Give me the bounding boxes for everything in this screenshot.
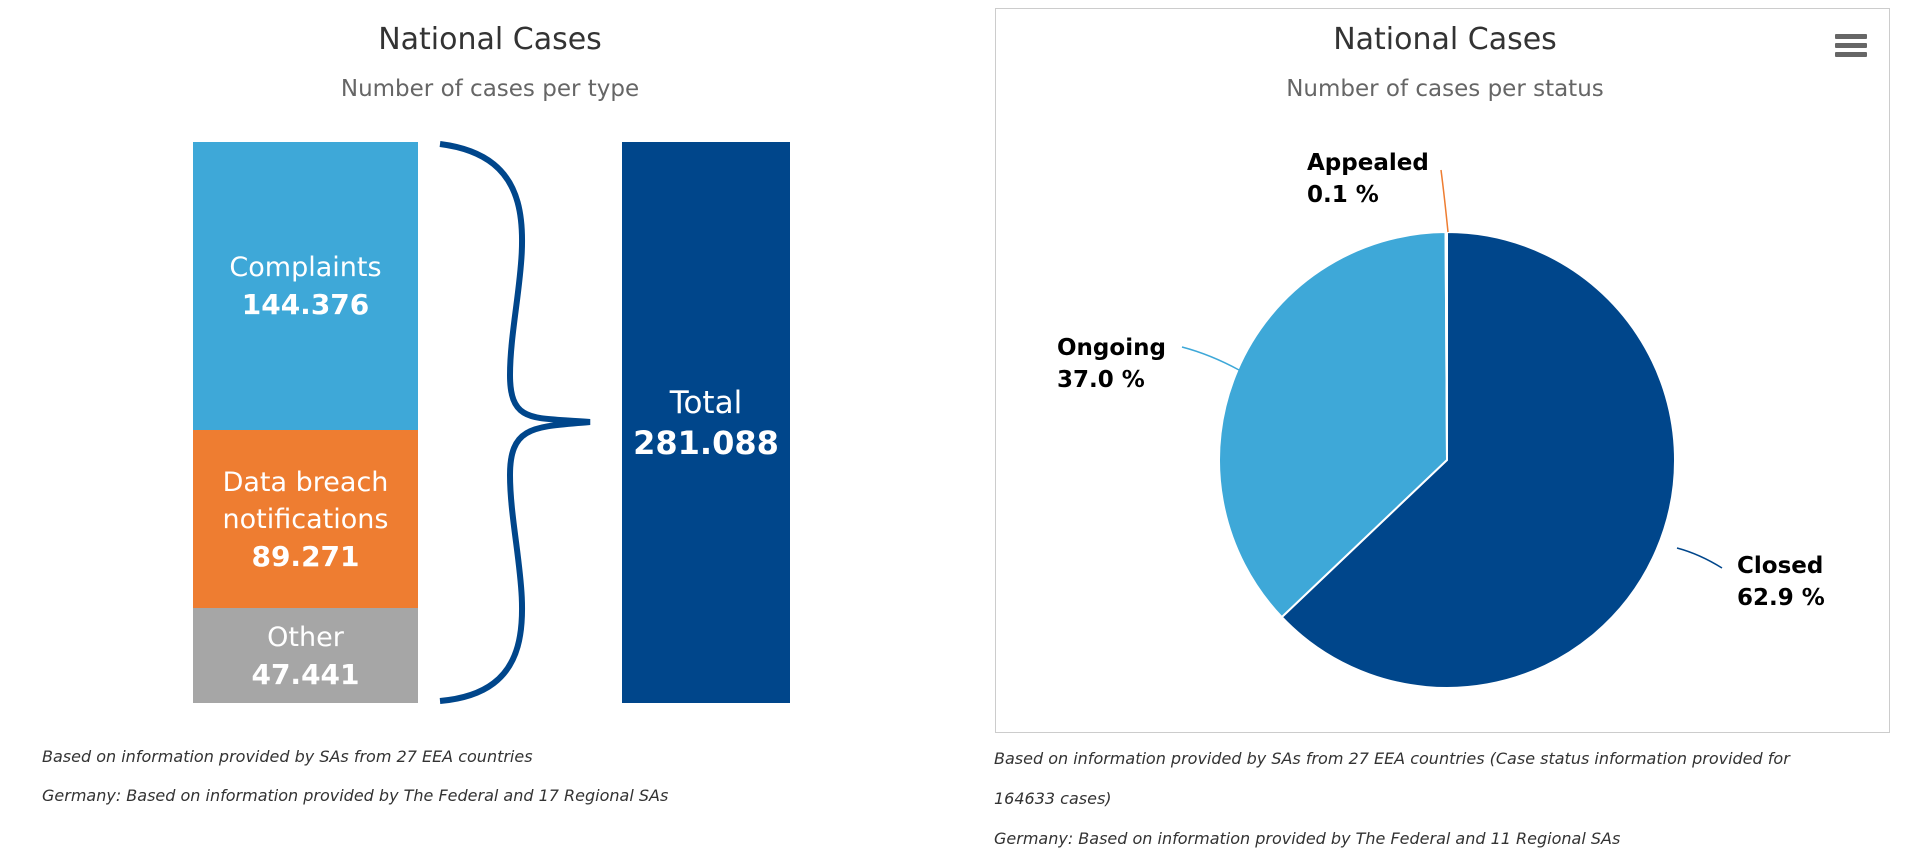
- total-label: Total: [669, 384, 743, 421]
- right-chart-title: National Cases: [1333, 22, 1557, 57]
- data-breach-block: Data breach notifications 89.271: [193, 430, 418, 608]
- pie-value-closed: 62.9 %: [1737, 585, 1825, 611]
- curly-brace: [439, 141, 591, 704]
- complaints-label: Complaints: [229, 252, 382, 283]
- cases-per-type-chart: National Cases Number of cases per type …: [42, 22, 790, 805]
- pie-slice-appealed[interactable]: [1444, 230, 1448, 461]
- complaints-block: Complaints 144.376: [193, 142, 418, 430]
- pie-label-closed: Closed: [1737, 553, 1823, 579]
- other-block: Other 47.441: [193, 608, 418, 703]
- connector-closed: [1676, 547, 1723, 569]
- left-note-2: Germany: Based on information provided b…: [42, 786, 669, 805]
- connector-appealed: [1440, 169, 1449, 233]
- hamburger-menu-icon[interactable]: [1835, 34, 1867, 64]
- other-value: 47.441: [251, 657, 360, 691]
- other-label: Other: [267, 621, 344, 653]
- pie-value-ongoing: 37.0 %: [1057, 367, 1145, 393]
- status-pie-chart: Closed 62.9 % Ongoing 37.0 % Appealed 0.1 %: [1057, 150, 1825, 689]
- right-note-2: 164633 cases): [994, 789, 1112, 808]
- right-chart-subtitle: Number of cases per status: [1286, 76, 1604, 102]
- pie-label-appealed: Appealed: [1307, 150, 1429, 176]
- left-note-1: Based on information provided by SAs fro…: [42, 747, 533, 766]
- total-value: 281.088: [633, 423, 779, 462]
- right-note-3: Germany: Based on information provided b…: [994, 829, 1621, 848]
- pie-value-appealed: 0.1 %: [1307, 182, 1379, 208]
- complaints-value: 144.376: [241, 288, 370, 321]
- left-chart-title: National Cases: [378, 22, 602, 57]
- total-block: Total 281.088: [622, 142, 790, 703]
- data-breach-label: Data breach notifications: [222, 466, 389, 535]
- pie-slice-ongoing[interactable]: [1218, 230, 1449, 619]
- connector-ongoing: [1181, 346, 1240, 371]
- cases-per-status-chart-frame: [995, 8, 1890, 733]
- right-note-1: Based on information provided by SAs fro…: [994, 749, 1790, 768]
- pie-slice-closed[interactable]: [1280, 230, 1676, 689]
- pie-label-ongoing: Ongoing: [1057, 335, 1166, 361]
- data-breach-value: 89.271: [251, 539, 360, 573]
- left-chart-subtitle: Number of cases per type: [340, 76, 640, 102]
